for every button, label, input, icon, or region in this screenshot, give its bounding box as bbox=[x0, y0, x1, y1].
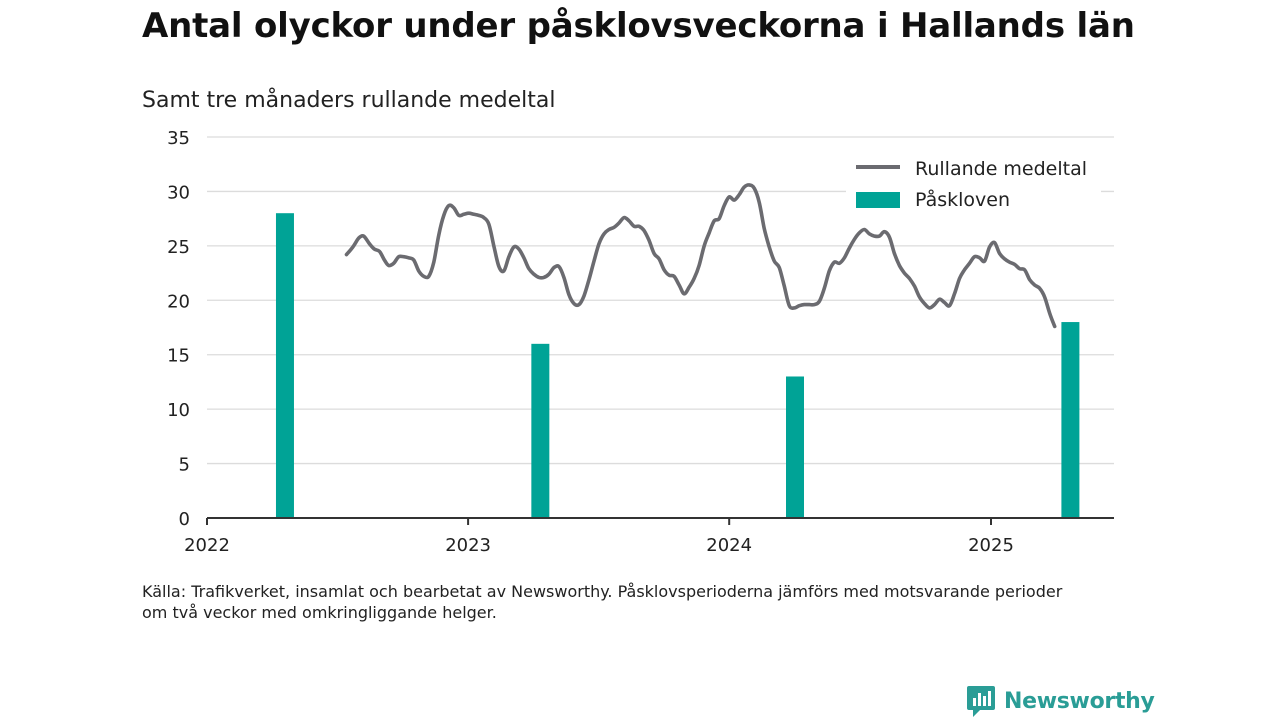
source-note: Källa: Trafikverket, insamlat och bearbe… bbox=[142, 581, 1072, 623]
y-tick-label: 5 bbox=[179, 455, 190, 476]
y-tick-label: 20 bbox=[167, 291, 190, 312]
brand-name: Newsworthy bbox=[1004, 688, 1155, 714]
bar bbox=[531, 343, 550, 518]
source-line-2: om två veckor med omkringliggande helger… bbox=[142, 603, 497, 622]
y-tick-label: 35 bbox=[167, 128, 190, 149]
bar bbox=[786, 376, 804, 518]
legend-label-rullande-medeltal: Rullande medeltal bbox=[915, 158, 1087, 180]
legend-label-paskloven: Påskloven bbox=[915, 188, 1010, 211]
y-tick-label: 15 bbox=[167, 346, 190, 367]
line-rullande-medeltal bbox=[344, 183, 1057, 329]
x-tick-label: 2023 bbox=[445, 535, 491, 556]
y-tick-label: 0 bbox=[179, 509, 190, 530]
bar bbox=[1061, 322, 1080, 518]
source-line-1: Källa: Trafikverket, insamlat och bearbe… bbox=[142, 582, 1063, 601]
bar-series bbox=[275, 213, 1080, 518]
y-tick-label: 30 bbox=[167, 182, 190, 203]
y-axis-ticks: 0 5 10 15 20 25 30 35 bbox=[167, 128, 190, 530]
x-tick-label: 2022 bbox=[184, 535, 230, 556]
line-series bbox=[344, 183, 1057, 329]
x-tick-label: 2025 bbox=[968, 535, 1014, 556]
bar bbox=[275, 213, 294, 518]
y-tick-label: 10 bbox=[167, 400, 190, 421]
newsworthy-logo-icon bbox=[967, 686, 995, 717]
brand-logo[interactable]: Newsworthy bbox=[966, 684, 1155, 718]
chart-title: Antal olyckor under påsklovsveckorna i H… bbox=[142, 6, 1135, 46]
chart-subtitle: Samt tre månaders rullande medeltal bbox=[142, 88, 556, 113]
legend: Rullande medeltal Påskloven bbox=[846, 150, 1101, 218]
x-axis: 2022 2023 2024 2025 bbox=[184, 517, 1114, 556]
x-tick-label: 2024 bbox=[706, 535, 752, 556]
legend-swatch-bar bbox=[856, 192, 900, 208]
y-tick-label: 25 bbox=[167, 237, 190, 258]
